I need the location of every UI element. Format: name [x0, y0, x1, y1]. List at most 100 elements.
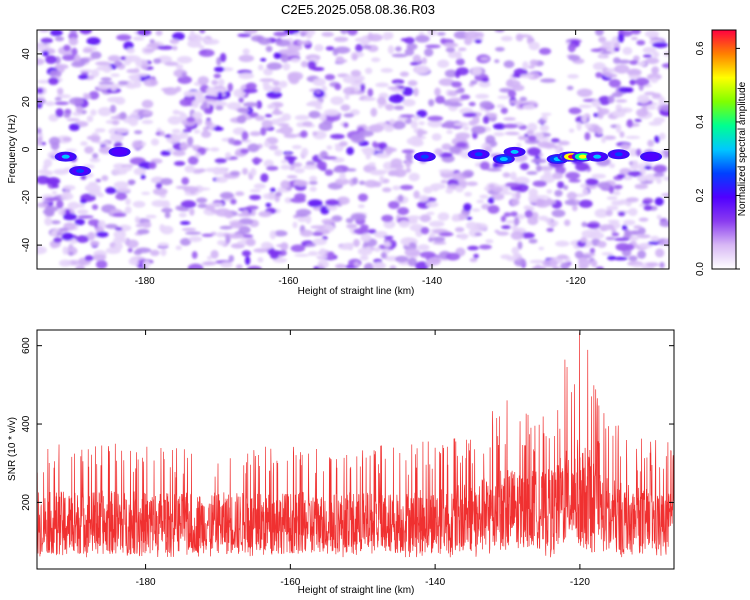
heatmap-cell [240, 148, 249, 154]
heatmap-cell [501, 225, 511, 230]
heatmap-cell [312, 238, 327, 246]
heatmap-cell [257, 257, 264, 263]
heatmap-cell [309, 186, 317, 192]
heatmap-cell [534, 195, 549, 199]
heatmap-cell [352, 53, 358, 61]
heatmap-cell [455, 58, 465, 66]
heatmap-cell [253, 183, 266, 189]
heatmap-cell [127, 248, 133, 253]
heatmap-cell [408, 172, 420, 182]
heatmap-cell [131, 140, 142, 150]
heatmap-cell [187, 156, 199, 165]
heatmap-cell [383, 147, 398, 153]
heatmap-cell [529, 59, 539, 66]
heatmap-cell [268, 144, 279, 151]
heatmap-cell [387, 32, 394, 40]
heatmap-cell [37, 58, 45, 66]
snr-x-axis-label: Height of straight line (km) [298, 585, 415, 596]
heatmap-cell [504, 131, 519, 136]
heatmap-cell [65, 209, 71, 216]
heatmap-cell [39, 30, 50, 33]
heatmap-cell [481, 77, 490, 83]
heatmap-cell [273, 52, 282, 59]
heatmap-cell [380, 68, 394, 73]
heatmap-cell [581, 114, 588, 123]
heatmap-cell [228, 255, 235, 263]
heatmap-cell [485, 239, 494, 244]
heatmap-cell [346, 223, 358, 229]
heatmap-cell [344, 93, 350, 100]
heatmap-cell [249, 131, 262, 137]
heatmap-cell [215, 176, 228, 183]
heatmap-cell [263, 140, 270, 148]
y-tick-label: 0 [21, 146, 32, 152]
heatmap-cell [426, 211, 435, 216]
heatmap-cell [116, 187, 131, 193]
heatmap-cell [388, 118, 396, 125]
heatmap-cell [463, 126, 470, 131]
heatmap-cell [330, 96, 344, 105]
heatmap-cell [91, 69, 100, 78]
heatmap-cell [266, 91, 283, 99]
heatmap-cell [585, 178, 599, 186]
heatmap-cell [634, 77, 650, 86]
heatmap-feature-layer [54, 146, 663, 177]
heatmap-cell [423, 186, 433, 194]
heatmap-cell [449, 145, 462, 154]
colorbar-tick-label: 0.0 [695, 262, 706, 276]
heatmap-cell [448, 90, 458, 97]
heatmap-cell [219, 225, 233, 230]
heatmap-cell [345, 217, 354, 224]
heatmap-cell [47, 77, 59, 85]
heatmap-cell [311, 232, 324, 236]
heatmap-cell [353, 91, 365, 95]
heatmap-cell [288, 75, 300, 85]
heatmap-cell [258, 37, 271, 45]
heatmap-cell [189, 208, 195, 216]
heatmap-cell [528, 65, 535, 69]
heatmap-cell [494, 59, 500, 64]
heatmap-cell [652, 42, 668, 48]
heatmap-cell [134, 216, 140, 224]
heatmap-cell [596, 106, 602, 110]
heatmap-cell [543, 169, 552, 178]
heatmap-cell [346, 146, 354, 156]
heatmap-cell [142, 110, 153, 115]
heatmap-cell [197, 203, 208, 209]
heatmap-cell [372, 141, 378, 148]
heatmap-cell [78, 74, 89, 80]
heatmap-cell [359, 180, 366, 185]
heatmap-cell [242, 48, 250, 55]
heatmap-cell [438, 78, 455, 86]
heatmap-cell [324, 169, 334, 176]
heatmap-cell [89, 157, 101, 163]
heatmap-cell [96, 231, 109, 238]
heatmap-cell [485, 135, 496, 144]
heatmap-cell [615, 123, 622, 133]
heatmap-cell [528, 238, 538, 244]
heatmap-cell [261, 119, 273, 129]
heatmap-cell [80, 141, 88, 146]
heatmap-cell [427, 119, 443, 128]
heatmap-cell [330, 133, 345, 140]
heatmap-cell [213, 73, 221, 79]
heatmap-cell [69, 30, 78, 34]
heatmap-cell [445, 47, 456, 53]
heatmap-cell [295, 213, 308, 218]
heatmap-cell [286, 175, 298, 179]
heatmap-cell [441, 143, 452, 151]
heatmap-cell [235, 264, 243, 269]
heatmap-cell [161, 207, 173, 213]
y-tick-label: 400 [21, 415, 32, 432]
heatmap-cell [625, 243, 635, 251]
heatmap-cell [407, 257, 418, 267]
heatmap-cell [532, 180, 547, 187]
heatmap-cell [40, 37, 53, 44]
heatmap-cell [238, 72, 255, 80]
heatmap-cell [414, 65, 430, 75]
heatmap-cell [229, 221, 244, 229]
heatmap-cell [253, 248, 269, 253]
heatmap-cell [637, 94, 650, 104]
spectrogram-y-ticks: -40 -20 0 20 40 [21, 48, 669, 252]
heatmap-cell [95, 61, 111, 66]
